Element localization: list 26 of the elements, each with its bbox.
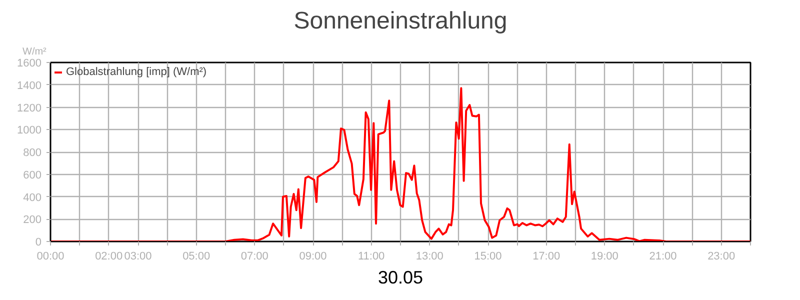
x-tick-label: 09:00 (299, 250, 327, 262)
x-axis-title: 30.05 (378, 268, 424, 288)
y-tick-label: 400 (23, 192, 42, 204)
chart-title: Sonneneinstrahlung (294, 8, 508, 34)
y-axis-title: W/m² (22, 46, 48, 58)
x-tick-label: 05:00 (182, 250, 210, 262)
y-tick-label: 600 (23, 169, 42, 182)
legend-label: Globalstrahlung [imp] (W/m²) (66, 66, 207, 78)
x-tick-label: 17:00 (532, 250, 560, 262)
x-tick-label: 21:00 (649, 250, 677, 262)
x-tick-label: 13:00 (416, 250, 444, 262)
x-tick-label: 03:00 (124, 250, 152, 262)
x-tick-label: 07:00 (240, 250, 268, 262)
x-tick-label: 02:00 (95, 250, 123, 262)
x-tick-label: 11:00 (358, 250, 385, 262)
x-tick-label: 23:00 (708, 250, 736, 262)
y-tick-label: 1600 (17, 58, 42, 70)
x-tick-label: 19:00 (590, 250, 618, 262)
y-tick-label: 1000 (17, 124, 42, 137)
y-tick-label: 1200 (17, 102, 42, 114)
y-tick-label: 800 (23, 147, 42, 159)
x-tick-label: 15:00 (474, 250, 502, 262)
x-tick-label: 00:00 (36, 250, 64, 262)
y-tick-label: 1400 (17, 80, 42, 92)
y-tick-label: 200 (23, 214, 42, 226)
y-tick-label: 0 (35, 236, 42, 248)
